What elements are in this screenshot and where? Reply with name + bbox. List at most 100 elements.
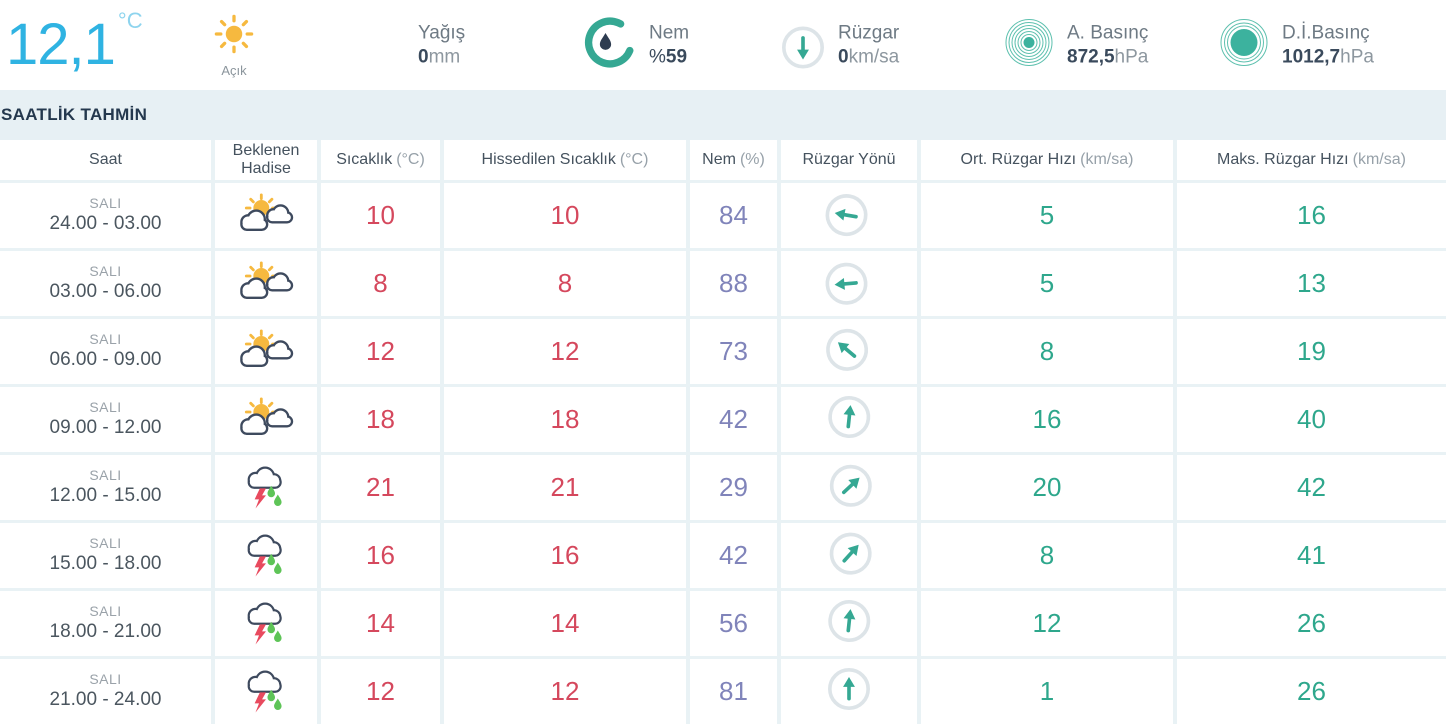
temperature-value: 12	[321, 319, 440, 384]
feels-like-value: 8	[444, 251, 686, 316]
avg-wind-value: 8	[921, 523, 1173, 588]
max-wind-value: 41	[1177, 523, 1446, 588]
hourly-forecast-table: Saat Beklenen Hadise Sıcaklık (°C) Hissedi…	[0, 140, 1446, 724]
max-wind-value: 19	[1177, 319, 1446, 384]
wind-direction-cell	[781, 659, 917, 724]
current-condition: Açık	[194, 12, 274, 78]
wind-direction-arrow-icon	[815, 521, 883, 590]
humidity-value: 42	[690, 523, 777, 588]
feels-like-value: 14	[444, 591, 686, 656]
partly-cloudy-icon	[236, 192, 296, 239]
temperature-value: 10	[321, 183, 440, 248]
avg-wind-value: 16	[921, 387, 1173, 452]
sea-pressure-icon	[1218, 17, 1270, 74]
col-header-max-wind: Maks. Rüzgar Hızı (km/sa)	[1177, 140, 1446, 180]
avg-wind-value: 20	[921, 455, 1173, 520]
section-header: SAATLİK TAHMİN	[0, 90, 1446, 140]
feels-like-value: 12	[444, 659, 686, 724]
weather-event-icon	[215, 183, 317, 248]
col-header-humidity: Nem (%)	[690, 140, 777, 180]
thunderstorm-icon	[238, 463, 294, 512]
humidity-label: Nem	[649, 22, 690, 44]
max-wind-value: 16	[1177, 183, 1446, 248]
precipitation-label: Yağış	[418, 22, 466, 44]
hour-range: SALI 06.00 - 09.00	[0, 319, 211, 384]
wind-direction-arrow-icon	[815, 453, 884, 521]
hour-range: SALI 21.00 - 24.00	[0, 659, 211, 724]
weather-event-icon	[215, 319, 317, 384]
wind-value-line: 0km/sa	[838, 46, 900, 67]
wind-direction-cell	[781, 319, 917, 384]
condition-label: Açık	[221, 63, 247, 78]
humidity-value: 88	[690, 251, 777, 316]
weather-event-icon	[215, 387, 317, 452]
avg-wind-value: 8	[921, 319, 1173, 384]
wind-direction-cell	[781, 523, 917, 588]
feels-like-value: 12	[444, 319, 686, 384]
avg-wind-value: 12	[921, 591, 1173, 656]
current-temperature: 12,1 °C	[6, 8, 143, 77]
pressure-ripple-icon	[1003, 17, 1055, 74]
temperature-value: 12	[321, 659, 440, 724]
precipitation-metric: Yağış 0mm	[418, 21, 465, 69]
hour-range: SALI 03.00 - 06.00	[0, 251, 211, 316]
current-temperature-value: 12,1	[6, 12, 116, 77]
wind-direction-cell	[781, 387, 917, 452]
weather-event-icon	[215, 455, 317, 520]
sea-level-pressure-metric: D.İ.Basınç 1012,7hPa	[1218, 17, 1374, 74]
max-wind-value: 40	[1177, 387, 1446, 452]
wind-direction-arrow-icon	[823, 392, 874, 448]
humidity-value: 29	[690, 455, 777, 520]
thunderstorm-icon	[238, 531, 294, 580]
temperature-value: 16	[321, 523, 440, 588]
humidity-gauge-icon	[583, 16, 637, 75]
actual-pressure-metric: A. Basınç 872,5hPa	[1003, 17, 1148, 74]
partly-cloudy-icon	[236, 396, 296, 443]
wind-direction-arrow-icon	[820, 188, 878, 242]
actual-pressure-label: A. Basınç	[1067, 22, 1149, 44]
partly-cloudy-icon	[236, 260, 296, 307]
wind-direction-arrow-icon	[815, 317, 884, 385]
hour-range: SALI 09.00 - 12.00	[0, 387, 211, 452]
thunderstorm-icon	[238, 599, 294, 648]
feels-like-value: 16	[444, 523, 686, 588]
feels-like-value: 18	[444, 387, 686, 452]
wind-metric: Rüzgar 0km/sa	[780, 20, 899, 71]
weather-event-icon	[215, 591, 317, 656]
wind-direction-arrow-icon	[823, 596, 874, 652]
thunderstorm-icon	[238, 667, 294, 716]
weather-event-icon	[215, 523, 317, 588]
col-header-event: Beklenen Hadise	[215, 140, 317, 180]
hour-range: SALI 12.00 - 15.00	[0, 455, 211, 520]
avg-wind-value: 5	[921, 183, 1173, 248]
wind-direction-cell	[781, 251, 917, 316]
humidity-metric: Nem %59	[583, 16, 689, 75]
humidity-value: 42	[690, 387, 777, 452]
sea-level-pressure-value-line: 1012,7hPa	[1282, 46, 1374, 67]
max-wind-value: 26	[1177, 591, 1446, 656]
wind-direction-arrow-icon	[822, 258, 877, 308]
weather-event-icon	[215, 659, 317, 724]
col-header-time: Saat	[0, 140, 211, 180]
sun-icon	[212, 12, 256, 61]
temperature-value: 8	[321, 251, 440, 316]
hour-range: SALI 24.00 - 03.00	[0, 183, 211, 248]
current-conditions-bar: 12,1 °C Açık Yağış 0mm Nem %59 Rüzgar 0k…	[0, 0, 1446, 90]
wind-direction-cell	[781, 183, 917, 248]
current-temperature-unit: °C	[117, 8, 143, 33]
hour-range: SALI 15.00 - 18.00	[0, 523, 211, 588]
avg-wind-value: 5	[921, 251, 1173, 316]
sea-level-pressure-label: D.İ.Basınç	[1282, 22, 1370, 44]
avg-wind-value: 1	[921, 659, 1173, 724]
temperature-value: 14	[321, 591, 440, 656]
col-header-wind-direction: Rüzgar Yönü	[781, 140, 917, 180]
humidity-value: 73	[690, 319, 777, 384]
wind-direction-cell	[781, 591, 917, 656]
temperature-value: 18	[321, 387, 440, 452]
weather-event-icon	[215, 251, 317, 316]
partly-cloudy-icon	[236, 328, 296, 375]
max-wind-value: 26	[1177, 659, 1446, 724]
humidity-value: 84	[690, 183, 777, 248]
col-header-avg-wind: Ort. Rüzgar Hızı (km/sa)	[921, 140, 1173, 180]
wind-label: Rüzgar	[838, 22, 900, 44]
